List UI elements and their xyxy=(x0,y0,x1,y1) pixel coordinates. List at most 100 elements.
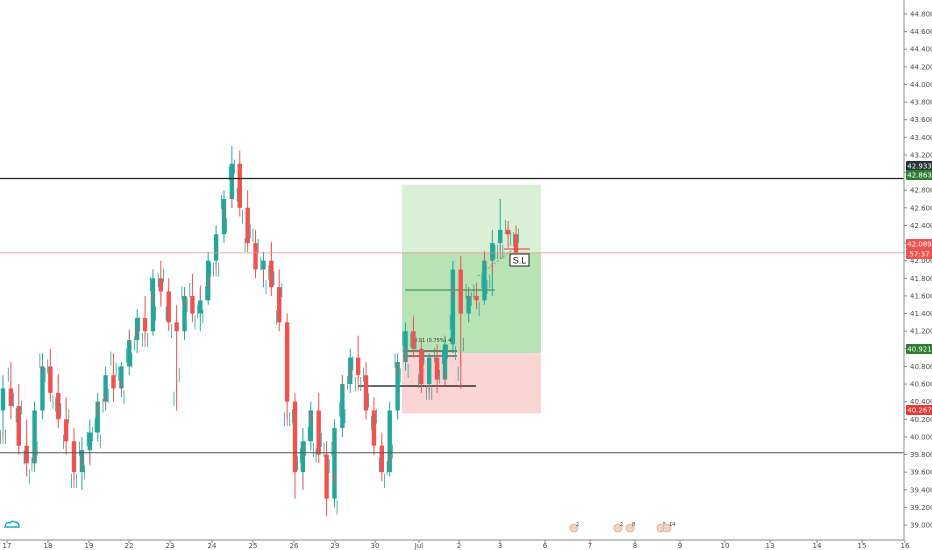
price-tag-target-label: 42.863 xyxy=(907,172,932,180)
candle-body xyxy=(103,375,108,402)
economic-events[interactable]: 228514 xyxy=(569,522,675,533)
event-count: 2 xyxy=(576,522,579,528)
price-tick-label: 42.000 xyxy=(910,257,932,265)
time-tick-label: 2 xyxy=(457,542,461,550)
price-tick-label: 41.800 xyxy=(910,275,932,283)
time-tick-label: 3 xyxy=(498,542,502,550)
event-marker[interactable]: 14 xyxy=(662,522,675,533)
candle-body xyxy=(182,295,187,332)
price-tag-entry xyxy=(906,344,932,354)
price-tick-label: 42.800 xyxy=(910,187,932,195)
time-tick-label: 23 xyxy=(166,542,175,550)
price-tick-label: 42.400 xyxy=(910,222,932,230)
candle-body xyxy=(466,295,471,314)
candle-body xyxy=(324,454,329,499)
price-tick-label: 40.200 xyxy=(910,416,932,424)
price-tick-label: 43.400 xyxy=(910,134,932,142)
price-tag-stop xyxy=(906,405,932,415)
price-tick-label: 39.000 xyxy=(910,522,932,530)
time-tick-label: 14 xyxy=(813,542,822,550)
candle-body xyxy=(16,406,21,446)
candle-body xyxy=(482,260,487,301)
candle-body xyxy=(442,344,448,380)
candle-body xyxy=(40,366,45,411)
candle-body xyxy=(458,269,463,314)
price-tick-label: 44.200 xyxy=(910,63,932,71)
price-tick-label: 44.800 xyxy=(910,11,932,19)
time-tick-label: Jul xyxy=(414,542,424,550)
time-tick-label: 10 xyxy=(721,542,730,550)
price-tick-label: 39.400 xyxy=(910,486,932,494)
candle-body xyxy=(32,410,37,464)
sl-annotation[interactable]: S.L xyxy=(509,253,530,267)
candle-body xyxy=(166,291,171,323)
position-tool[interactable]: 0.91 (0.75%) 4 xyxy=(358,184,541,414)
event-marker[interactable]: 2 xyxy=(569,522,579,533)
horizontal-lines[interactable]: S.L xyxy=(0,177,904,454)
price-tick-label: 43.600 xyxy=(910,116,932,124)
price-tick-label: 40.400 xyxy=(910,398,932,406)
time-tick-label: 13 xyxy=(766,542,775,550)
candle-body xyxy=(387,410,392,473)
target-zone-light xyxy=(402,184,541,253)
price-tick-label: 39.800 xyxy=(910,451,932,459)
candle-body xyxy=(371,410,377,446)
candle-body xyxy=(142,317,148,332)
price-tick-label: 41.200 xyxy=(910,328,932,336)
candle-body xyxy=(237,163,242,208)
candle-body xyxy=(411,331,416,349)
candle-body xyxy=(332,428,337,499)
event-marker[interactable]: 2 xyxy=(613,522,623,533)
candle-body xyxy=(71,441,77,473)
candle-body xyxy=(213,234,219,261)
candle-body xyxy=(284,322,290,402)
time-tick-label: 29 xyxy=(331,542,340,550)
price-tag-last_price xyxy=(906,239,932,249)
time-tick-label: 30 xyxy=(371,542,380,550)
price-tag-last_price-label: 42.089 xyxy=(907,241,932,249)
candle-body xyxy=(0,388,6,411)
event-count: 14 xyxy=(669,522,675,528)
candle-body xyxy=(308,410,313,442)
flag-icon xyxy=(569,523,579,533)
price-tag-stop-label: 40.267 xyxy=(907,407,932,415)
price-tick-label: 41.400 xyxy=(910,310,932,318)
price-tick-label: 43.800 xyxy=(910,99,932,107)
candle-body xyxy=(261,260,266,270)
event-marker[interactable]: 8 xyxy=(625,522,635,533)
time-tick-label: 9 xyxy=(678,542,682,550)
price-tick-label: 40.000 xyxy=(910,433,932,441)
candle-body xyxy=(24,445,29,464)
time-axis[interactable]: 17 18 19 22 23 24 25 26 29 30 Jul 2 3 6 7 8 9 10 13 14 15 16 xyxy=(3,540,910,550)
time-tick-label: 15 xyxy=(858,542,867,550)
price-tick-label: 43.200 xyxy=(910,151,932,159)
price-tag-entry-label: 40.921 xyxy=(907,346,932,354)
time-tick-label: 17 xyxy=(3,542,12,550)
candle-body xyxy=(340,384,345,429)
candle-body xyxy=(253,243,258,270)
candle-body xyxy=(490,243,495,261)
price-tick-label: 39.200 xyxy=(910,504,932,512)
position-label: 0.91 (0.75%) 4 xyxy=(414,338,451,344)
candle-body xyxy=(316,410,321,455)
candle-body xyxy=(158,278,164,292)
time-tick-label: 24 xyxy=(208,542,217,550)
tradingview-logo-icon[interactable] xyxy=(4,519,20,529)
time-tick-label: 16 xyxy=(901,542,910,550)
candle-body xyxy=(426,357,432,385)
time-tick-label: 18 xyxy=(44,542,53,550)
flag-icon xyxy=(613,523,623,533)
time-tick-label: 6 xyxy=(543,542,548,550)
candle-body xyxy=(229,163,235,200)
candle-body xyxy=(395,362,400,411)
candle-body xyxy=(119,366,124,389)
candle-body xyxy=(127,339,132,367)
candle-body xyxy=(95,401,100,433)
price-tick-label: 40.800 xyxy=(910,363,932,371)
price-tick-label: 42.600 xyxy=(910,204,932,212)
candle-body xyxy=(56,392,61,420)
candle-body xyxy=(403,331,408,363)
